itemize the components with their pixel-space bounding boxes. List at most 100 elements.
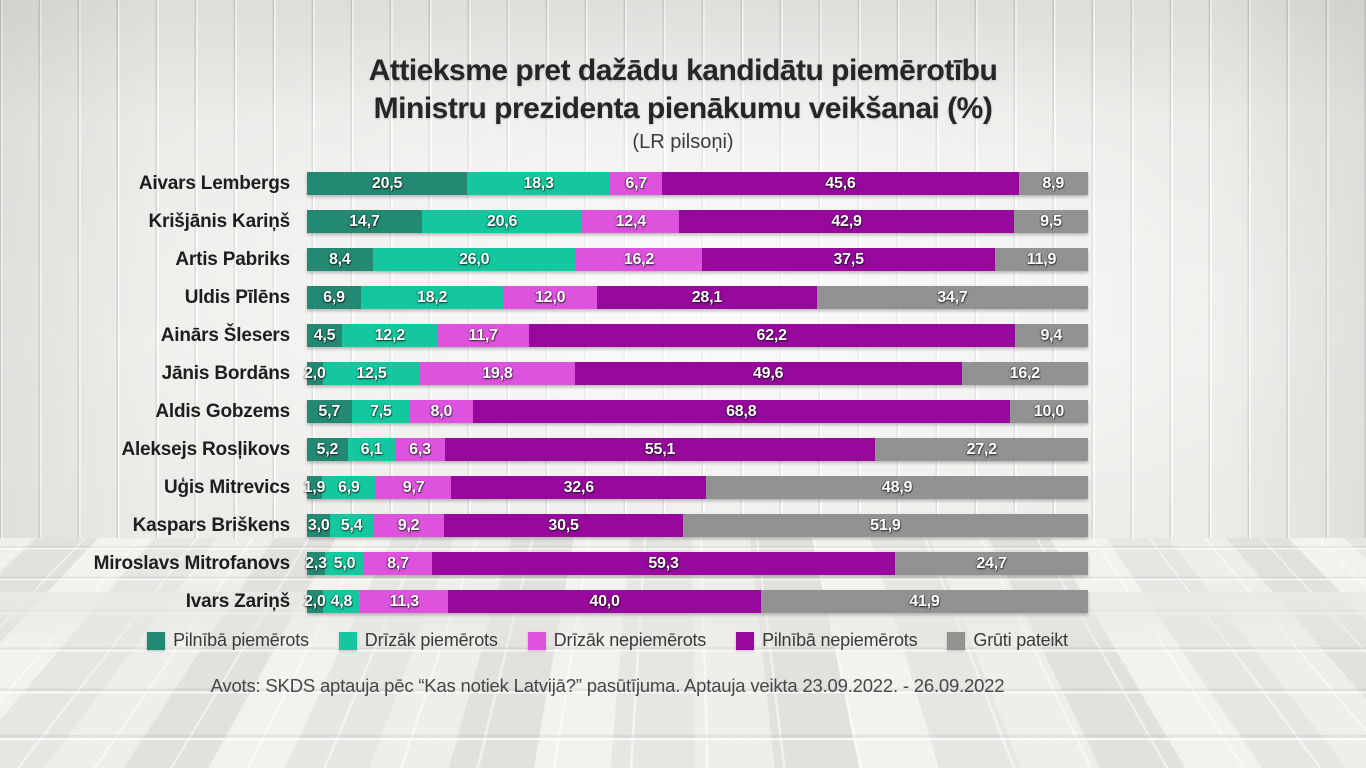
bar-segment-5: 24,7 [895, 552, 1088, 575]
bar-segment-4: 30,5 [444, 514, 682, 537]
stacked-bar: 14,7 20,6 12,4 42,9 9,5 [307, 210, 1088, 233]
segment-value-label: 9,5 [1040, 213, 1062, 231]
segment-value-label: 24,7 [976, 555, 1006, 573]
stacked-bar: 20,5 18,3 6,7 45,6 8,9 [307, 172, 1088, 195]
chart-row: Jānis Bordāns 2,0 12,5 19,8 49,6 16,2 [0, 362, 1088, 385]
candidate-label: Uldis Pīlēns [0, 287, 307, 309]
segment-value-label: 16,2 [624, 251, 654, 269]
chart-row: Kaspars Briškens 3,0 5,4 9,2 30,5 51,9 [0, 514, 1088, 537]
segment-value-label: 32,6 [564, 479, 594, 497]
bar-segment-3: 8,7 [364, 552, 432, 575]
segment-value-label: 9,7 [403, 479, 425, 497]
segment-value-label: 2,0 [304, 593, 326, 611]
legend-item: Drīzāk piemērots [339, 630, 498, 651]
candidate-label: Artis Pabriks [0, 249, 307, 271]
legend-label: Drīzāk piemērots [365, 630, 498, 651]
segment-value-label: 4,8 [331, 593, 353, 611]
legend-swatch [147, 632, 165, 650]
candidate-label: Aivars Lembergs [0, 173, 307, 195]
chart-row: Ivars Zariņš 2,0 4,8 11,3 40,0 41,9 [0, 590, 1088, 613]
bar-segment-5: 9,5 [1014, 210, 1088, 233]
segment-value-label: 12,4 [616, 213, 646, 231]
legend-item: Grūti pateikt [947, 630, 1067, 651]
segment-value-label: 20,6 [487, 213, 517, 231]
candidate-label: Miroslavs Mitrofanovs [0, 553, 307, 575]
candidate-label: Uģis Mitrevics [0, 477, 307, 499]
legend-item: Pilnībā nepiemērots [736, 630, 917, 651]
legend-item: Pilnībā piemērots [147, 630, 309, 651]
bar-segment-5: 11,9 [995, 248, 1088, 271]
bar-segment-1: 5,2 [307, 438, 348, 461]
segment-value-label: 68,8 [726, 403, 756, 421]
chart-title-line1: Attieksme pret dažādu kandidātu piemērot… [0, 52, 1366, 90]
segment-value-label: 34,7 [937, 289, 967, 307]
stacked-bar: 2,0 12,5 19,8 49,6 16,2 [307, 362, 1088, 385]
segment-value-label: 6,7 [625, 175, 647, 193]
stacked-bar: 2,0 4,8 11,3 40,0 41,9 [307, 590, 1088, 613]
bar-segment-1: 2,3 [307, 552, 325, 575]
bar-segment-2: 7,5 [352, 400, 411, 423]
bar-segment-2: 12,5 [323, 362, 421, 385]
bar-chart: Aivars Lembergs 20,5 18,3 6,7 45,6 8,9 Krišj… [0, 172, 1088, 628]
candidate-label: Kaspars Briškens [0, 515, 307, 537]
bar-segment-2: 5,0 [325, 552, 364, 575]
bar-segment-5: 10,0 [1010, 400, 1088, 423]
candidate-label: Jānis Bordāns [0, 363, 307, 385]
segment-value-label: 20,5 [372, 175, 402, 193]
chart-subtitle: (LR pilsoņi) [0, 129, 1366, 155]
bar-segment-5: 48,9 [706, 476, 1088, 499]
bar-segment-4: 45,6 [662, 172, 1018, 195]
bar-segment-3: 6,3 [395, 438, 444, 461]
legend-label: Pilnībā piemērots [173, 630, 309, 651]
stacked-bar: 4,5 12,2 11,7 62,2 9,4 [307, 324, 1088, 347]
chart-row: Krišjānis Kariņš 14,7 20,6 12,4 42,9 9,5 [0, 210, 1088, 233]
stacked-bar: 5,2 6,1 6,3 55,1 27,2 [307, 438, 1088, 461]
legend-label: Pilnībā nepiemērots [762, 630, 917, 651]
chart-row: Uldis Pīlēns 6,9 18,2 12,0 28,1 34,7 [0, 286, 1088, 309]
legend-swatch [947, 632, 965, 650]
chart-row: Uģis Mitrevics 1,9 6,9 9,7 32,6 48,9 [0, 476, 1088, 499]
bar-segment-1: 6,9 [307, 286, 361, 309]
segment-value-label: 5,0 [334, 555, 356, 573]
stacked-bar: 8,4 26,0 16,2 37,5 11,9 [307, 248, 1088, 271]
title-block: Attieksme pret dažādu kandidātu piemērot… [0, 52, 1366, 155]
bar-segment-1: 2,0 [307, 590, 323, 613]
segment-value-label: 48,9 [882, 479, 912, 497]
chart-row: Aivars Lembergs 20,5 18,3 6,7 45,6 8,9 [0, 172, 1088, 195]
legend-label: Grūti pateikt [973, 630, 1067, 651]
bar-segment-5: 9,4 [1015, 324, 1088, 347]
segment-value-label: 5,7 [318, 403, 340, 421]
bar-segment-3: 12,4 [582, 210, 679, 233]
segment-value-label: 5,2 [317, 441, 339, 459]
segment-value-label: 51,9 [870, 517, 900, 535]
bar-segment-3: 9,7 [376, 476, 452, 499]
bar-segment-5: 27,2 [875, 438, 1088, 461]
segment-value-label: 2,0 [304, 365, 326, 383]
segment-value-label: 42,9 [831, 213, 861, 231]
legend-swatch [736, 632, 754, 650]
segment-value-label: 9,2 [398, 517, 420, 535]
bar-segment-4: 68,8 [473, 400, 1010, 423]
segment-value-label: 49,6 [753, 365, 783, 383]
bar-segment-2: 6,9 [322, 476, 376, 499]
legend-swatch [528, 632, 546, 650]
segment-value-label: 2,3 [305, 555, 327, 573]
candidate-label: Aleksejs Rosļikovs [0, 439, 307, 461]
segment-value-label: 40,0 [589, 593, 619, 611]
candidate-label: Ivars Zariņš [0, 591, 307, 613]
segment-value-label: 7,5 [370, 403, 392, 421]
bar-segment-4: 55,1 [445, 438, 876, 461]
segment-value-label: 8,4 [329, 251, 351, 269]
segment-value-label: 11,7 [468, 327, 497, 345]
bar-segment-4: 49,6 [575, 362, 962, 385]
segment-value-label: 12,2 [375, 327, 405, 345]
bar-segment-3: 11,7 [437, 324, 528, 347]
segment-value-label: 3,0 [308, 517, 330, 535]
segment-value-label: 11,9 [1027, 251, 1056, 269]
segment-value-label: 62,2 [757, 327, 787, 345]
segment-value-label: 6,9 [323, 289, 345, 307]
infographic-canvas: Attieksme pret dažādu kandidātu piemērot… [0, 0, 1366, 768]
bar-segment-4: 32,6 [451, 476, 706, 499]
segment-value-label: 12,5 [356, 365, 386, 383]
segment-value-label: 8,0 [431, 403, 453, 421]
